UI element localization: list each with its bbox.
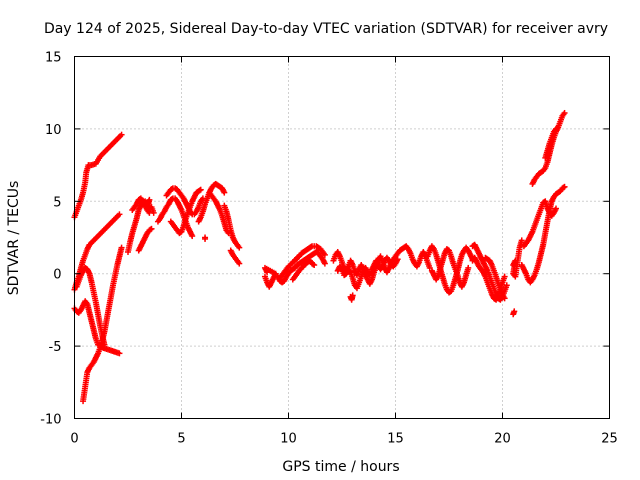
y-axis-label: SDTVAR / TECUs xyxy=(6,181,22,296)
data-point xyxy=(518,237,525,244)
x-tick-label: 0 xyxy=(70,432,78,447)
data-point xyxy=(236,244,243,251)
data-point xyxy=(511,308,518,315)
x-tick-label: 20 xyxy=(494,432,511,447)
y-tick-label: 5 xyxy=(53,195,61,210)
data-point xyxy=(116,350,123,357)
data-point xyxy=(321,251,328,258)
plot-frame xyxy=(74,56,610,419)
axis-ticks xyxy=(74,56,610,419)
data-point xyxy=(561,109,568,116)
data-point xyxy=(146,209,153,216)
y-tick-label: 15 xyxy=(45,51,62,66)
data-point xyxy=(501,273,508,280)
x-tick-label: 5 xyxy=(177,432,185,447)
x-tick-label: 15 xyxy=(387,432,404,447)
data-point xyxy=(116,211,123,218)
chart-title: Day 124 of 2025, Sidereal Day-to-day VTE… xyxy=(44,21,608,37)
data-point xyxy=(118,131,125,138)
data-point xyxy=(553,125,559,132)
y-tick-label: 0 xyxy=(53,268,61,283)
data-points xyxy=(71,109,568,405)
data-point xyxy=(189,233,196,240)
y-tick-label: 10 xyxy=(45,123,62,138)
data-point xyxy=(148,225,155,232)
grid xyxy=(74,56,610,419)
data-point xyxy=(202,234,209,241)
y-tick-label: -10 xyxy=(40,413,61,428)
data-point xyxy=(561,183,568,190)
data-point xyxy=(349,292,356,299)
data-point xyxy=(221,189,228,196)
y-tick-labels: -10 -5 0 5 10 15 xyxy=(40,51,61,428)
data-point xyxy=(311,262,318,269)
x-tick-label: 25 xyxy=(601,432,618,447)
x-axis-label: GPS time / hours xyxy=(282,459,399,475)
data-point xyxy=(321,260,328,267)
data-point xyxy=(264,269,271,276)
x-tick-label: 10 xyxy=(280,432,297,447)
y-tick-label: -5 xyxy=(49,340,62,355)
data-point xyxy=(118,244,125,251)
x-tick-labels: 0 5 10 15 20 25 xyxy=(70,432,617,447)
data-point xyxy=(394,256,401,263)
data-point xyxy=(553,205,559,212)
data-point xyxy=(236,260,243,267)
data-point xyxy=(501,295,508,302)
data-point xyxy=(197,186,204,193)
data-point xyxy=(503,282,510,289)
data-point xyxy=(465,264,472,271)
